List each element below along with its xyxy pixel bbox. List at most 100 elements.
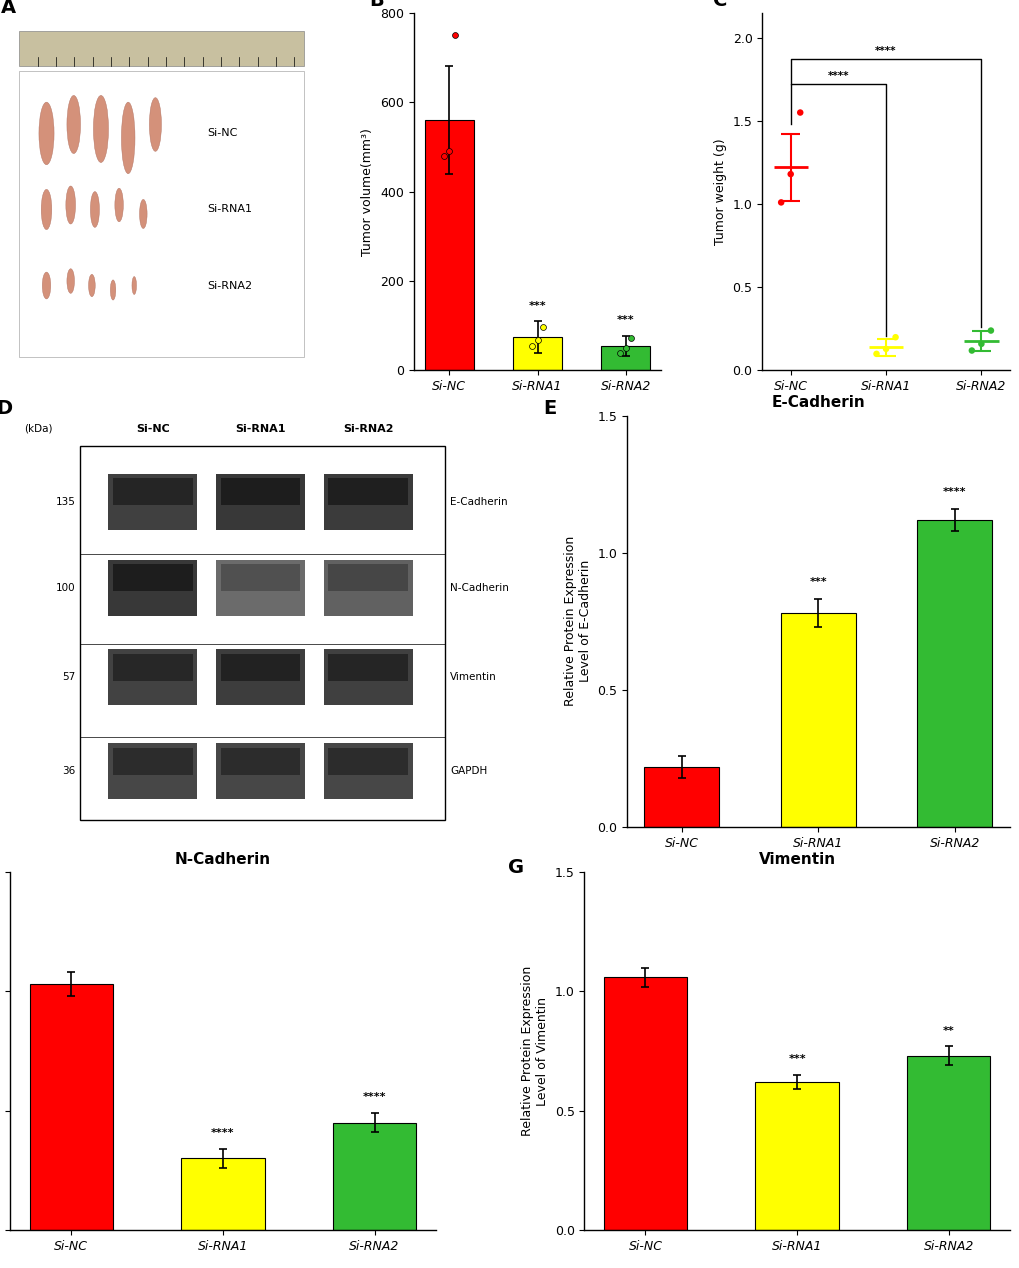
Bar: [332, 1122, 416, 1230]
Bar: [906, 1056, 989, 1230]
Bar: [216, 649, 305, 705]
Point: [887, 327, 903, 347]
Bar: [19, 30, 304, 66]
Bar: [30, 984, 113, 1230]
Text: ****: ****: [826, 71, 848, 81]
Bar: [216, 743, 305, 799]
Text: 57: 57: [62, 672, 75, 682]
Text: E-Cadherin: E-Cadherin: [449, 497, 507, 507]
Bar: [113, 564, 193, 591]
Point: [524, 336, 540, 356]
Text: ****: ****: [943, 487, 966, 497]
Text: Si-RNA2: Si-RNA2: [207, 280, 252, 290]
Ellipse shape: [67, 269, 74, 293]
Point: [782, 164, 798, 184]
Bar: [601, 346, 649, 370]
Title: N-Cadherin: N-Cadherin: [174, 852, 271, 867]
Text: E: E: [542, 399, 555, 418]
Bar: [328, 478, 408, 506]
Text: D: D: [0, 399, 12, 418]
Bar: [19, 71, 304, 358]
Text: GAPDH: GAPDH: [449, 766, 487, 776]
Bar: [323, 743, 413, 799]
Bar: [755, 1082, 838, 1230]
Text: ***: ***: [528, 301, 546, 311]
Text: (kDa): (kDa): [24, 424, 53, 434]
Text: B: B: [369, 0, 383, 10]
Text: ****: ****: [874, 46, 896, 56]
Text: Si-RNA1: Si-RNA1: [235, 424, 285, 434]
Title: E-Cadherin: E-Cadherin: [770, 396, 864, 411]
Ellipse shape: [42, 273, 51, 299]
Text: 36: 36: [62, 766, 75, 776]
Point: [440, 141, 457, 161]
Bar: [113, 748, 193, 775]
Text: Vimentin: Vimentin: [449, 672, 496, 682]
Bar: [644, 767, 718, 827]
Ellipse shape: [89, 274, 95, 297]
Y-axis label: Tumor weight (g): Tumor weight (g): [713, 138, 727, 245]
Text: ****: ****: [363, 1092, 386, 1102]
Bar: [220, 748, 300, 775]
Point: [529, 330, 545, 350]
Bar: [916, 520, 991, 827]
Bar: [603, 978, 687, 1230]
Bar: [220, 564, 300, 591]
Point: [623, 328, 639, 349]
Ellipse shape: [110, 280, 116, 301]
Text: N-Cadherin: N-Cadherin: [449, 583, 508, 592]
Bar: [328, 654, 408, 681]
Y-axis label: Tumor volume(mm³): Tumor volume(mm³): [361, 128, 374, 256]
Bar: [328, 748, 408, 775]
Text: Si-RNA1: Si-RNA1: [207, 204, 252, 214]
Text: Si-RNA2: Si-RNA2: [342, 424, 393, 434]
Point: [611, 344, 628, 364]
Point: [877, 339, 894, 359]
Title: Vimentin: Vimentin: [758, 852, 835, 867]
Bar: [323, 473, 413, 530]
Bar: [425, 120, 473, 370]
Ellipse shape: [39, 103, 54, 165]
Text: ***: ***: [809, 577, 826, 587]
Bar: [108, 559, 197, 616]
Text: **: **: [942, 1026, 954, 1036]
Ellipse shape: [149, 98, 161, 151]
Text: C: C: [712, 0, 727, 10]
Bar: [113, 654, 193, 681]
Bar: [323, 559, 413, 616]
Ellipse shape: [121, 103, 135, 174]
Point: [981, 321, 998, 341]
Text: ****: ****: [211, 1129, 234, 1139]
Bar: [220, 478, 300, 506]
Point: [972, 333, 988, 354]
Point: [792, 103, 808, 123]
Point: [772, 193, 789, 213]
Ellipse shape: [131, 276, 137, 294]
Bar: [108, 743, 197, 799]
Bar: [113, 478, 193, 506]
Ellipse shape: [66, 186, 75, 224]
Point: [534, 317, 550, 337]
Point: [446, 25, 463, 46]
Ellipse shape: [115, 188, 123, 222]
Bar: [216, 559, 305, 616]
Bar: [781, 614, 855, 827]
Text: 135: 135: [56, 497, 75, 507]
Bar: [108, 473, 197, 530]
Bar: [323, 649, 413, 705]
Point: [963, 340, 979, 360]
Ellipse shape: [91, 191, 99, 227]
Bar: [216, 473, 305, 530]
Bar: [513, 337, 561, 370]
Ellipse shape: [94, 95, 108, 162]
Bar: [328, 564, 408, 591]
Text: Si-NC: Si-NC: [136, 424, 169, 434]
Text: A: A: [1, 0, 16, 18]
Point: [867, 344, 883, 364]
Text: G: G: [507, 858, 524, 877]
Bar: [81, 445, 445, 819]
Bar: [220, 654, 300, 681]
Point: [435, 146, 451, 166]
Bar: [108, 649, 197, 705]
Point: [616, 339, 633, 359]
